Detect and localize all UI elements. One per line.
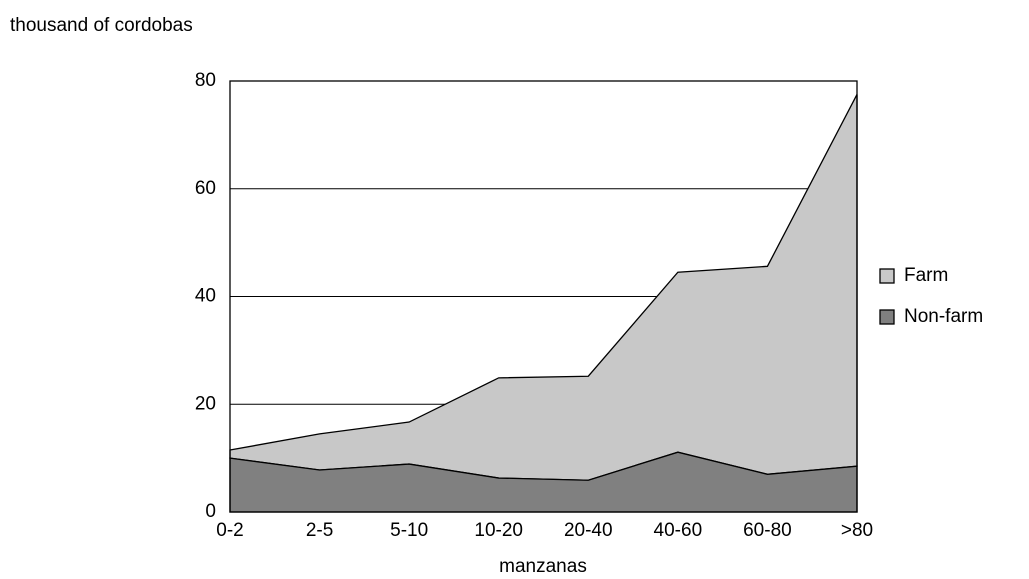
- x-tick-label: >80: [841, 520, 873, 541]
- y-tick-label: 60: [195, 178, 216, 199]
- y-tick-label: 20: [195, 393, 216, 414]
- legend-swatch: [879, 309, 895, 325]
- x-tick-label: 40-60: [654, 520, 703, 541]
- y-axis-label: thousand of cordobas: [10, 15, 193, 36]
- x-tick-label: 2-5: [306, 520, 333, 541]
- legend-swatch: [879, 268, 895, 284]
- legend-label: Non-farm: [904, 306, 983, 327]
- x-tick-label: 20-40: [564, 520, 613, 541]
- x-axis-label: manzanas: [499, 556, 587, 577]
- x-tick-label: 60-80: [743, 520, 792, 541]
- x-tick-label: 5-10: [390, 520, 428, 541]
- x-tick-label: 10-20: [474, 520, 523, 541]
- plot-frame: [229, 80, 858, 513]
- x-tick-label: 0-2: [216, 520, 243, 541]
- y-tick-label: 0: [205, 501, 216, 522]
- y-tick-label: 80: [195, 70, 216, 91]
- legend-label: Farm: [904, 265, 948, 286]
- y-tick-label: 40: [195, 286, 216, 307]
